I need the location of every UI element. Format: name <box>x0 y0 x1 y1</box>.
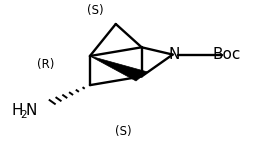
Text: 2: 2 <box>21 110 27 120</box>
Text: Boc: Boc <box>213 47 241 62</box>
Text: (S): (S) <box>87 4 103 17</box>
Text: (S): (S) <box>115 125 132 137</box>
Text: N: N <box>168 47 180 62</box>
Text: H: H <box>11 103 23 118</box>
Text: N: N <box>26 103 37 118</box>
Polygon shape <box>90 56 147 81</box>
Text: (R): (R) <box>37 57 55 71</box>
